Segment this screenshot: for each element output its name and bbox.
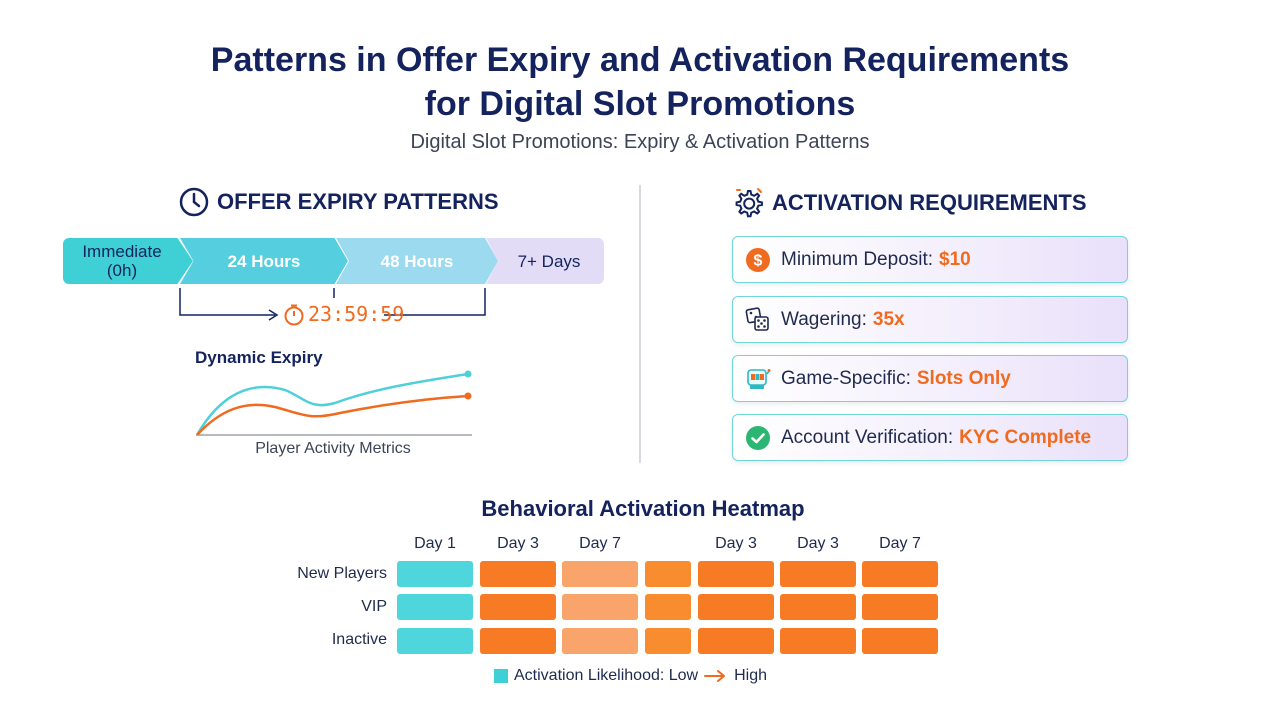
activation-heading-text: ACTIVATION REQUIREMENTS	[772, 190, 1087, 215]
heatmap-cell	[397, 561, 473, 587]
heatmap-cell	[862, 561, 938, 587]
requirement-value: KYC Complete	[959, 426, 1092, 448]
heatmap-row-label: VIP	[361, 598, 387, 615]
heatmap-row-label: Inactive	[331, 631, 387, 648]
requirement-game-specific: Game-Specific: Slots Only	[732, 355, 1128, 402]
page-title: Patterns in Offer Expiry and Activation …	[0, 38, 1280, 126]
segment-label: Immediate	[82, 242, 162, 261]
dynamic-expiry-chart	[195, 370, 472, 436]
svg-text:$: $	[754, 252, 763, 269]
section-divider	[639, 185, 641, 463]
legend-swatch-low	[494, 669, 508, 683]
dice-icon	[745, 306, 771, 333]
heatmap-column-label: Day 7	[879, 535, 921, 552]
requirement-value: 35x	[872, 308, 905, 330]
heatmap-cell	[480, 628, 556, 654]
heatmap-title: Behavioral Activation Heatmap	[481, 496, 805, 521]
heatmap-row-label: New Players	[297, 565, 387, 582]
heatmap-cell	[862, 594, 938, 620]
requirement-account-verification: Account Verification: KYC Complete	[732, 414, 1128, 461]
requirement-label: Wagering:	[781, 308, 867, 330]
requirement-minimum-deposit: $ Minimum Deposit: $10	[732, 236, 1128, 283]
gear-icon	[735, 188, 763, 218]
page-subtitle: Digital Slot Promotions: Expiry & Activa…	[410, 131, 870, 153]
expiry-segment-7days: 7+ Days	[486, 238, 604, 284]
heatmap-cell	[780, 594, 856, 620]
heatmap-column-label: Day 3	[497, 535, 539, 552]
heatmap-cell	[645, 628, 691, 654]
segment-label: 24 Hours	[227, 251, 301, 271]
series-line-teal	[195, 372, 469, 436]
heatmap-cell	[397, 594, 473, 620]
requirement-wagering: Wagering: 35x	[732, 296, 1128, 343]
heatmap-cell	[780, 561, 856, 587]
heatmap-cell	[698, 561, 774, 587]
title-line-1: Patterns in Offer Expiry and Activation …	[210, 41, 1070, 79]
heatmap-cell	[397, 628, 473, 654]
series-line-orange	[196, 394, 469, 436]
activation-heading: ACTIVATION REQUIREMENTS	[732, 187, 1087, 219]
check-icon	[745, 425, 771, 451]
heatmap-cell	[780, 628, 856, 654]
requirement-label: Account Verification:	[781, 426, 954, 448]
dynamic-expiry-xlabel: Player Activity Metrics	[255, 440, 411, 457]
heatmap-column-label: Day 3	[715, 535, 757, 552]
expiry-segment-immediate: Immediate (0h)	[63, 238, 193, 284]
slot-machine-icon	[745, 366, 771, 392]
arrow-right-icon	[704, 670, 726, 682]
heatmap-cell	[562, 594, 638, 620]
expiry-heading-text: OFFER EXPIRY PATTERNS	[217, 189, 499, 214]
heatmap-cell	[480, 594, 556, 620]
expiry-segment-48h: 48 Hours	[336, 238, 498, 284]
requirement-label: Minimum Deposit:	[781, 248, 934, 270]
clock-icon	[179, 187, 209, 217]
requirement-value: Slots Only	[916, 367, 1011, 389]
heatmap-cell	[698, 628, 774, 654]
segment-sublabel: (0h)	[106, 261, 138, 280]
stopwatch-icon	[284, 304, 304, 326]
series-endpoint-teal	[464, 370, 472, 378]
heatmap-cell	[645, 594, 691, 620]
heatmap-column-label: Day 3	[797, 535, 839, 552]
legend-text-high: High	[734, 667, 768, 684]
requirement-value: $10	[939, 248, 971, 270]
heatmap-column-label: Day 7	[579, 535, 621, 552]
heatmap-cell	[562, 628, 638, 654]
dynamic-expiry-title: Dynamic Expiry	[195, 348, 323, 367]
timer-bracket	[179, 288, 486, 321]
heatmap-cell	[480, 561, 556, 587]
segment-label: 48 Hours	[380, 251, 454, 271]
series-endpoint-orange	[464, 392, 472, 400]
title-line-2: for Digital Slot Promotions	[424, 85, 856, 123]
heatmap-column-label: Day 1	[414, 535, 456, 552]
heatmap-legend: Activation Likelihood: Low High	[494, 667, 767, 685]
heatmap-cell	[862, 628, 938, 654]
countdown-timer: 23:59:59	[308, 302, 405, 326]
requirement-label: Game-Specific:	[781, 367, 911, 389]
legend-text: Activation Likelihood: Low	[514, 667, 699, 684]
segment-label: 7+ Days	[517, 251, 581, 271]
dollar-icon: $	[745, 247, 771, 273]
heatmap-cell	[645, 561, 691, 587]
expiry-segment-24h: 24 Hours	[180, 238, 348, 284]
heatmap-cell	[562, 561, 638, 587]
heatmap-cell	[698, 594, 774, 620]
expiry-heading: OFFER EXPIRY PATTERNS	[179, 187, 499, 217]
